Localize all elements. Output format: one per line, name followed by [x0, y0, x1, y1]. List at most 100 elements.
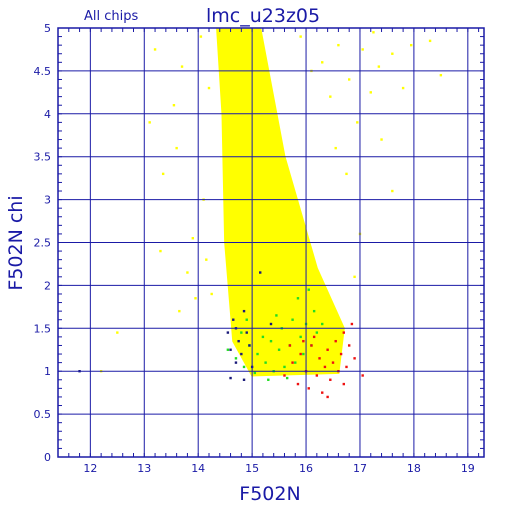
x-tick-label-5: 17 [353, 462, 367, 475]
data-point-1-28 [275, 314, 278, 317]
data-point-0-29 [428, 39, 432, 43]
data-point-2-13 [331, 361, 335, 364]
data-point-2-12 [329, 378, 332, 381]
data-point-3-8 [245, 331, 248, 334]
data-point-3-11 [259, 271, 262, 274]
data-point-1-19 [302, 352, 305, 356]
data-point-2-3 [299, 352, 302, 356]
data-point-3-6 [240, 352, 243, 356]
data-point-2-22 [312, 335, 316, 339]
data-point-0-30 [439, 73, 443, 77]
data-point-3-5 [237, 339, 240, 343]
data-point-2-19 [347, 344, 351, 347]
data-point-2-7 [315, 374, 319, 377]
y-tick-label-1: 0.5 [34, 408, 52, 421]
data-point-3-2 [229, 348, 232, 351]
data-point-3-12 [269, 322, 273, 326]
data-point-0-28 [410, 43, 413, 47]
data-point-0-23 [361, 48, 364, 51]
y-tick-label-2: 1 [44, 365, 51, 378]
data-point-2-20 [353, 357, 356, 360]
data-point-2-27 [288, 344, 292, 347]
data-point-3-7 [242, 378, 246, 381]
y-tick-label-0: 0 [44, 451, 51, 464]
data-point-1-5 [253, 371, 257, 375]
y-tick-label-7: 3.5 [34, 151, 52, 164]
data-point-1-26 [285, 376, 289, 380]
y-tick-label-9: 4.5 [34, 65, 52, 78]
data-point-2-16 [339, 352, 343, 356]
x-tick-label-4: 16 [299, 462, 313, 475]
data-point-0-5 [161, 172, 165, 176]
data-point-0-8 [180, 65, 184, 68]
data-point-0-1 [116, 331, 119, 334]
chart-title: lmc_u23z05 [206, 5, 320, 27]
y-axis-label: F502N chi [5, 195, 27, 290]
x-tick-label-6: 18 [407, 462, 421, 475]
data-point-2-25 [326, 395, 329, 399]
data-point-0-6 [172, 104, 176, 107]
data-point-0-7 [175, 146, 178, 150]
data-point-2-9 [321, 391, 324, 394]
data-point-1-15 [291, 318, 294, 321]
data-point-3-13 [229, 376, 232, 380]
data-point-0-16 [207, 86, 211, 90]
data-point-1-18 [299, 335, 302, 339]
data-point-2-23 [302, 339, 305, 343]
y-tick-label-4: 2 [44, 279, 51, 292]
data-point-0-11 [191, 237, 195, 240]
data-point-1-16 [294, 361, 297, 364]
x-axis-label: F502N [239, 483, 300, 505]
x-tick-label-7: 19 [461, 462, 475, 475]
data-point-1-11 [277, 348, 281, 351]
data-point-3-15 [242, 309, 246, 313]
x-tick-label-1: 13 [137, 462, 151, 475]
data-point-1-29 [321, 322, 324, 326]
data-point-3-1 [226, 331, 230, 334]
data-point-1-7 [261, 335, 265, 339]
data-point-1-17 [296, 297, 300, 300]
x-tick-label-3: 15 [245, 462, 259, 475]
data-point-2-5 [307, 387, 310, 390]
data-point-0-39 [372, 31, 375, 34]
data-point-2-8 [318, 357, 321, 360]
data-point-2-24 [342, 382, 345, 386]
data-point-0-31 [345, 172, 348, 176]
data-point-0-22 [356, 121, 359, 124]
data-point-1-1 [234, 357, 238, 360]
data-point-3-4 [234, 361, 238, 364]
data-point-2-17 [342, 331, 345, 334]
data-point-0-25 [377, 65, 381, 68]
y-tick-label-5: 2.5 [34, 237, 52, 250]
data-point-1-13 [283, 365, 286, 369]
x-tick-label-0: 12 [83, 462, 97, 475]
data-point-0-3 [153, 48, 157, 51]
data-point-2-26 [350, 322, 354, 326]
data-point-0-4 [159, 249, 162, 253]
data-point-0-12 [194, 297, 197, 300]
data-point-0-17 [210, 292, 213, 296]
y-tick-label-10: 5 [44, 22, 51, 35]
data-point-2-21 [361, 374, 364, 377]
data-point-0-36 [299, 35, 302, 38]
y-tick-label-8: 4 [44, 108, 51, 121]
data-point-1-6 [256, 352, 259, 356]
data-point-2-18 [345, 365, 348, 369]
data-point-1-25 [267, 378, 270, 381]
data-point-1-24 [315, 331, 319, 334]
data-point-0-15 [205, 258, 208, 261]
data-point-0-27 [401, 86, 405, 90]
data-point-1-23 [312, 309, 316, 313]
data-point-0-10 [186, 271, 189, 274]
data-point-2-1 [291, 361, 294, 364]
y-tick-label-6: 3 [44, 194, 51, 207]
data-point-2-11 [326, 348, 329, 351]
data-point-0-13 [199, 35, 203, 38]
data-point-0-20 [337, 43, 340, 47]
data-point-0-26 [391, 52, 394, 55]
data-point-0-21 [347, 78, 351, 81]
data-point-1-21 [307, 288, 310, 291]
data-point-0-9 [178, 309, 181, 313]
data-point-2-2 [296, 382, 300, 386]
